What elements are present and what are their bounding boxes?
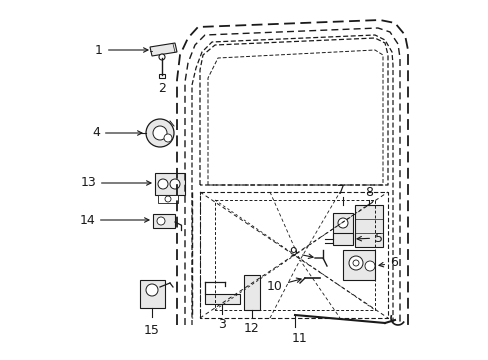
Bar (155, 173, 184, 195)
Text: 6: 6 (378, 256, 397, 270)
Circle shape (157, 217, 164, 225)
Text: 4: 4 (92, 126, 142, 139)
Text: 7: 7 (336, 184, 345, 198)
Text: 5: 5 (356, 231, 382, 244)
Bar (158, 195, 178, 203)
Text: 13: 13 (80, 176, 151, 189)
Text: 3: 3 (218, 319, 225, 332)
Text: 12: 12 (244, 321, 259, 334)
Bar (244, 275, 260, 310)
Text: 2: 2 (158, 81, 165, 94)
Text: 15: 15 (144, 324, 160, 337)
Circle shape (364, 261, 374, 271)
Text: 8: 8 (364, 186, 372, 199)
Polygon shape (150, 43, 177, 56)
Text: 10: 10 (266, 278, 301, 292)
Text: 11: 11 (291, 332, 307, 345)
Bar (332, 233, 352, 245)
Circle shape (337, 218, 347, 228)
Circle shape (170, 179, 180, 189)
Text: 1: 1 (95, 44, 148, 57)
Bar (332, 213, 352, 243)
Circle shape (158, 179, 168, 189)
Bar (153, 214, 175, 228)
Bar (140, 280, 164, 308)
Circle shape (352, 260, 358, 266)
Bar (354, 205, 382, 247)
Bar (204, 294, 240, 304)
Circle shape (163, 134, 172, 142)
Bar (159, 74, 164, 78)
Circle shape (159, 54, 164, 60)
Circle shape (146, 119, 174, 147)
Text: 9: 9 (288, 247, 312, 260)
Circle shape (153, 126, 167, 140)
Circle shape (146, 284, 158, 296)
Circle shape (164, 196, 171, 202)
Text: 14: 14 (79, 213, 149, 226)
Circle shape (348, 256, 362, 270)
Bar (342, 250, 374, 280)
